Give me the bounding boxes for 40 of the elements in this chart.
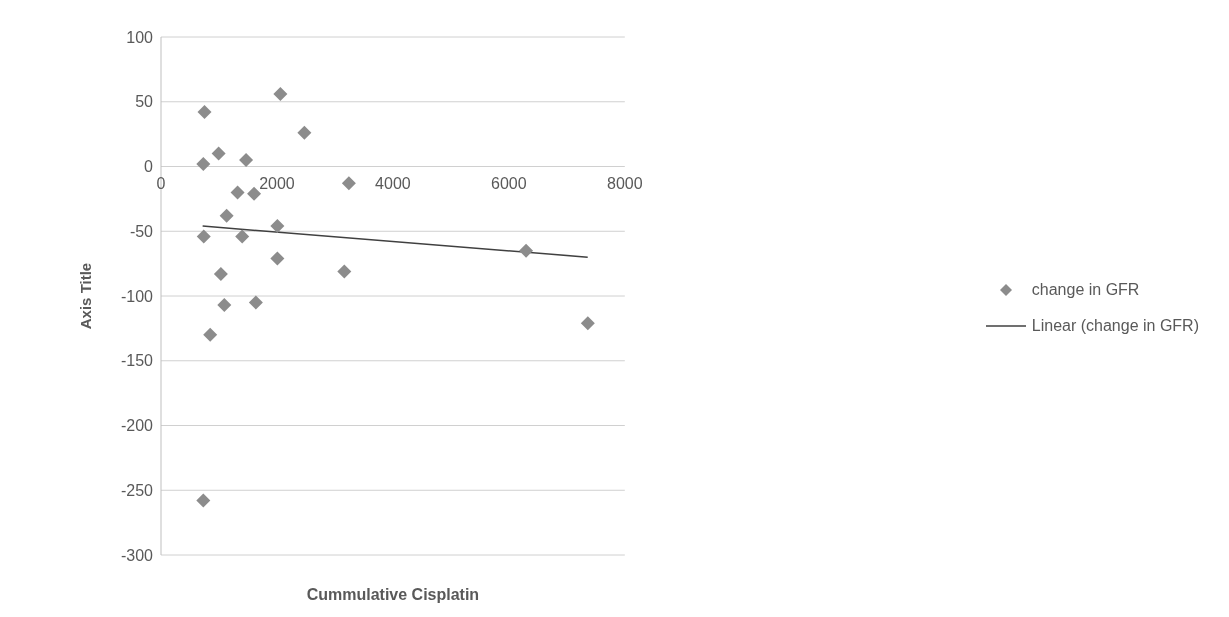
point (203, 327, 218, 342)
point (230, 185, 245, 200)
y-tick-label: 0 (144, 158, 154, 176)
legend-label: Linear (change in GFR) (1031, 317, 1199, 335)
y-tick-label: -150 (120, 352, 154, 370)
point (211, 146, 226, 161)
point (341, 176, 356, 191)
y-axis-title: Axis Title (77, 262, 95, 330)
point (196, 156, 211, 171)
point (248, 295, 263, 310)
y-tick-label: 50 (135, 93, 154, 111)
y-tick-label: -50 (129, 222, 154, 240)
x-tick-label: 6000 (491, 174, 527, 192)
point (519, 243, 534, 258)
point (580, 316, 595, 331)
point (297, 125, 312, 140)
point (219, 208, 234, 223)
legend-label: change in GFR (1031, 281, 1140, 299)
x-tick-label: 0 (156, 174, 166, 192)
y-tick-label: -100 (120, 287, 154, 305)
y-tick-label: -200 (120, 417, 154, 435)
point (196, 229, 211, 244)
y-tick-label: -250 (120, 481, 154, 499)
point (239, 153, 254, 168)
point (270, 219, 285, 234)
point (235, 229, 250, 244)
point (270, 251, 285, 266)
y-tick-label: 100 (126, 28, 154, 46)
point (217, 298, 232, 313)
y-tick-label: -300 (120, 546, 154, 564)
point (247, 186, 262, 201)
x-tick-label: 4000 (375, 174, 411, 192)
x-tick-label: 8000 (607, 174, 643, 192)
point (337, 264, 352, 279)
point (197, 105, 212, 120)
point (196, 493, 211, 508)
x-tick-label: 2000 (259, 174, 295, 192)
point (213, 266, 228, 281)
x-axis-title: Cummulative Cisplatin (306, 586, 480, 603)
point (273, 86, 288, 101)
